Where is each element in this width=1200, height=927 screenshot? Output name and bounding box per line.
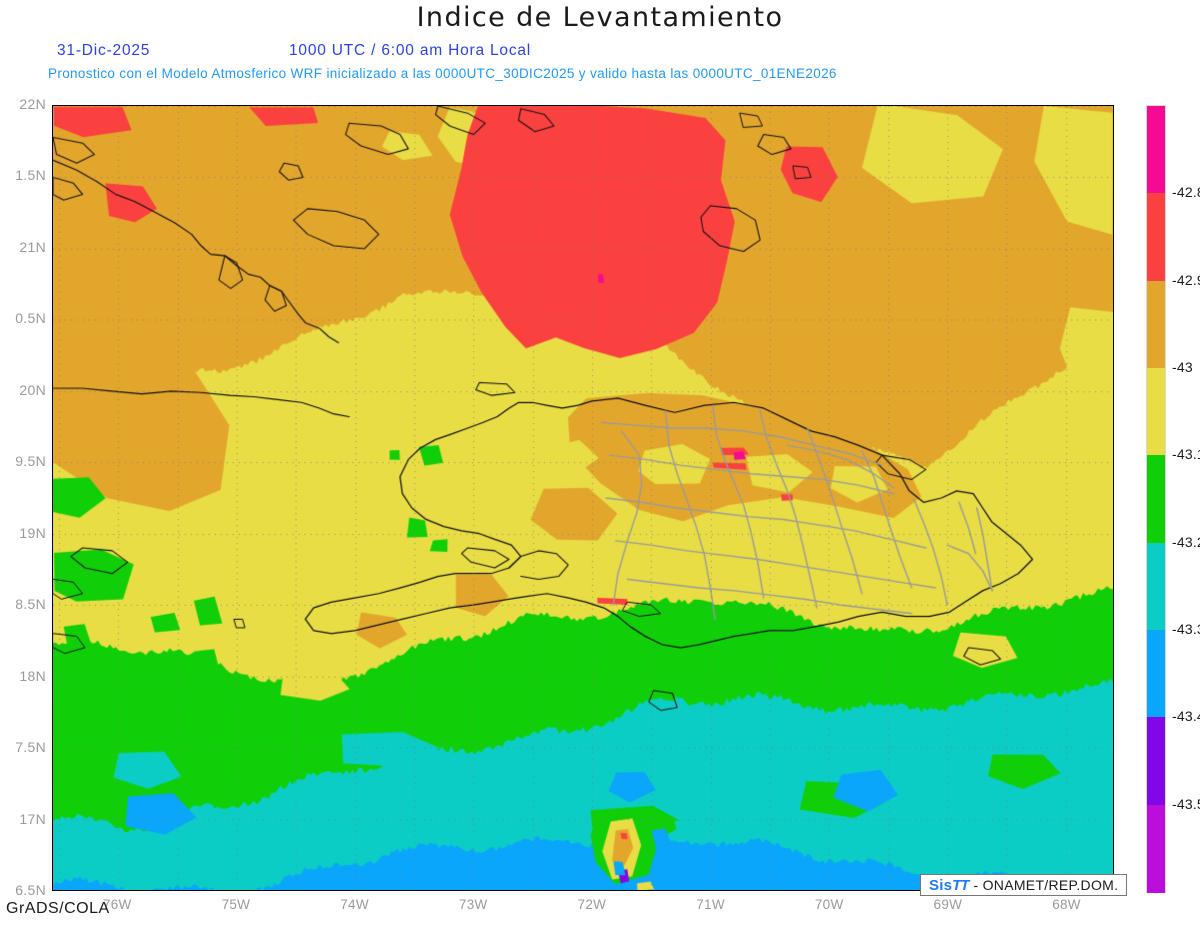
valid-date-label: 31-Dic-2025	[57, 42, 151, 59]
colorbar	[1146, 105, 1166, 893]
colorbar-band	[1147, 804, 1165, 893]
subtitle-row: 31-Dic-2025 1000 UTC / 6:00 am Hora Loca…	[0, 42, 1200, 62]
lat-tick-label: 6.5N	[15, 882, 46, 898]
lon-tick-label: 72W	[577, 897, 607, 912]
lat-tick-label: 8.5N	[15, 596, 46, 613]
onamet-logo-box: Sis TT - ONAMET/REP.DOM.	[920, 874, 1128, 896]
header: Indice de Levantamiento 31-Dic-2025 1000…	[0, 0, 1200, 92]
colorbar-tick-label: -42.9	[1172, 271, 1200, 288]
lat-tick-label: 9.5N	[15, 453, 46, 470]
colorbar-tick-label: -42.8	[1172, 184, 1200, 201]
colorbar-band	[1147, 193, 1165, 282]
colorbar-tick-label: -43	[1172, 359, 1193, 375]
logo-org-text: - ONAMET/REP.DOM.	[973, 877, 1119, 893]
colorbar-band	[1147, 368, 1165, 456]
colorbar-band	[1147, 542, 1165, 631]
valid-time-label: 1000 UTC / 6:00 am Hora Local	[289, 42, 532, 59]
colorbar-band	[1147, 106, 1165, 194]
lon-tick-label: 68W	[1052, 897, 1081, 912]
contour-field	[53, 106, 1113, 890]
colorbar-band	[1147, 717, 1165, 806]
lon-tick-label: 74W	[340, 897, 369, 912]
lon-tick-label: 70W	[814, 897, 844, 912]
page-title: Indice de Levantamiento	[416, 2, 784, 33]
lon-tick-label: 73W	[458, 897, 488, 912]
lat-tick-label: 18N	[19, 667, 46, 684]
colorbar-band	[1147, 280, 1165, 369]
lat-tick-label: 22N	[19, 96, 46, 112]
lat-tick-label: 17N	[19, 810, 46, 827]
lon-tick-label: 75W	[221, 897, 251, 912]
grads-credit: GrADS/COLA	[6, 900, 110, 917]
lat-tick-label: 1.5N	[15, 167, 46, 184]
lon-tick-label: 71W	[696, 897, 725, 912]
colorbar-tick-label: -43.5	[1172, 795, 1200, 812]
colorbar-band	[1147, 455, 1165, 544]
colorbar-band	[1147, 630, 1165, 718]
lon-tick-label: 69W	[933, 897, 963, 912]
lat-tick-label: 19N	[19, 524, 46, 541]
colorbar-tick-label: -43.4	[1172, 708, 1200, 725]
colorbar-tick-label: -43.2	[1172, 533, 1200, 550]
lat-tick-label: 0.5N	[15, 310, 46, 327]
lon-tick-label: 76W	[102, 897, 132, 912]
model-description: Pronostico con el Modelo Atmosferico WRF…	[48, 66, 837, 81]
colorbar-tick-label: -43.3	[1172, 621, 1200, 637]
lat-tick-label: 7.5N	[15, 739, 46, 756]
logo-tt-text: TT	[952, 876, 969, 894]
logo-sis-text: Sis	[929, 876, 953, 894]
map-plot-area[interactable]	[52, 105, 1114, 891]
lat-tick-label: 21N	[19, 238, 46, 255]
colorbar-tick-label: -43.1	[1172, 446, 1200, 463]
lat-tick-label: 20N	[19, 381, 46, 398]
